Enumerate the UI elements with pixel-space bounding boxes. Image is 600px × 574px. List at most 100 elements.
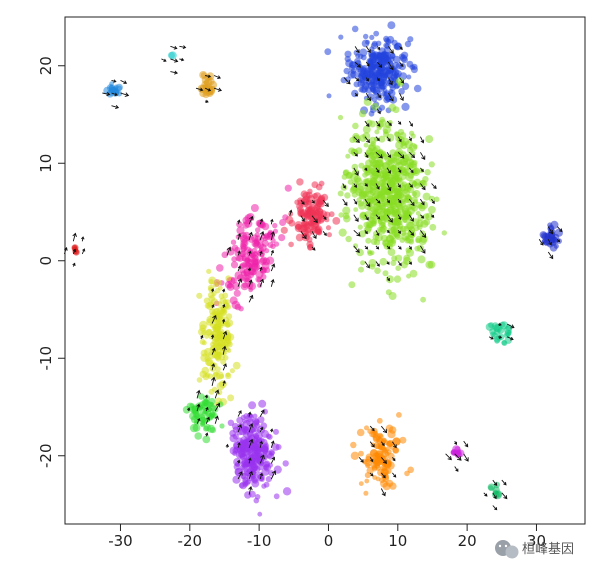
velocity-arrow: [408, 120, 413, 127]
cell-point: [400, 214, 407, 221]
velocity-arrow: [354, 92, 358, 97]
cell-point: [362, 125, 371, 134]
velocity-arrow: [214, 389, 220, 399]
cell-point: [244, 277, 251, 284]
cell-point: [550, 220, 559, 229]
cell-point: [390, 181, 397, 187]
velocity-arrow: [506, 323, 515, 329]
cell-point: [422, 192, 431, 201]
cell-point: [326, 93, 332, 99]
velocity-arrow: [492, 479, 498, 486]
cell-point: [396, 412, 402, 418]
cell-point: [395, 234, 401, 241]
velocity-arrow: [205, 416, 210, 424]
velocity-arrow: [120, 92, 130, 97]
cluster-magenta: [213, 184, 292, 312]
cluster-orange: [350, 412, 415, 496]
cell-point: [378, 80, 384, 86]
cell-point: [360, 86, 367, 94]
velocity-arrow: [364, 183, 369, 187]
velocity-arrow: [369, 441, 375, 448]
cell-point: [338, 228, 347, 237]
cell-point: [238, 306, 244, 312]
velocity-arrow: [72, 248, 77, 255]
cell-point: [505, 332, 511, 337]
cell-point: [422, 176, 429, 183]
velocity-arrow: [386, 120, 392, 127]
cell-point: [364, 478, 370, 484]
cell-point: [307, 243, 314, 250]
cell-point: [209, 427, 216, 434]
cell-point: [236, 428, 244, 436]
velocity-arrow: [369, 472, 374, 477]
cell-point: [412, 189, 421, 198]
cell-point: [411, 168, 420, 177]
cell-point: [357, 224, 363, 230]
cell-point: [343, 67, 350, 75]
cell-point: [377, 219, 383, 225]
cell-point: [215, 366, 221, 372]
velocity-arrow: [375, 230, 380, 237]
cell-point: [389, 482, 397, 490]
velocity-arrow: [420, 230, 427, 238]
cell-point: [192, 424, 201, 432]
cell-point: [242, 418, 247, 424]
velocity-arrow: [364, 167, 368, 171]
velocity-arrow: [397, 167, 402, 174]
cell-point: [297, 197, 304, 204]
velocity-arrow: [204, 87, 212, 92]
velocity-arrow: [353, 167, 359, 176]
velocity-arrow: [353, 245, 360, 254]
cell-point: [213, 371, 219, 377]
velocity-arrow: [397, 245, 402, 250]
velocity-arrow: [342, 198, 348, 206]
velocity-arrow: [211, 304, 215, 309]
cell-point: [349, 136, 356, 143]
cell-point: [391, 39, 398, 46]
velocity-arrow: [408, 198, 415, 207]
velocity-arrow: [311, 231, 317, 240]
cell-point: [217, 401, 224, 408]
velocity-arrow: [248, 457, 252, 464]
cell-point: [401, 56, 408, 64]
velocity-arrow: [375, 136, 380, 142]
velocity-arrow: [375, 183, 380, 190]
cell-point: [406, 273, 412, 279]
velocity-arrow: [237, 410, 242, 417]
velocity-arrow: [226, 246, 232, 256]
velocity-arrow: [248, 294, 254, 303]
velocity-arrow: [408, 183, 413, 188]
cell-point: [240, 238, 249, 248]
velocity-arrow: [388, 46, 394, 54]
cell-point: [257, 220, 265, 229]
cell-point: [374, 267, 381, 275]
cell-point: [247, 235, 255, 243]
velocity-arrow: [376, 46, 381, 51]
velocity-arrow: [311, 215, 318, 224]
cell-point: [250, 204, 259, 212]
cell-point: [450, 449, 457, 455]
cell-point: [310, 225, 318, 233]
cell-point: [311, 181, 319, 189]
cell-point: [196, 377, 203, 383]
cell-point: [401, 160, 408, 167]
cell-point: [368, 152, 374, 158]
cell-point: [363, 142, 369, 148]
cell-point: [267, 242, 274, 248]
cell-point: [202, 83, 208, 89]
cell-point: [337, 114, 344, 121]
velocity-arrow: [399, 61, 404, 68]
cell-point: [282, 214, 289, 221]
cell-point: [219, 373, 225, 379]
velocity-arrow: [259, 426, 264, 433]
cell-point: [350, 451, 360, 460]
cell-point: [382, 482, 391, 491]
y-tick-label: 10: [37, 154, 55, 173]
cell-point: [230, 261, 239, 269]
velocity-arrow: [205, 406, 209, 412]
cell-point: [227, 419, 235, 426]
cell-point: [489, 328, 496, 335]
cell-point: [231, 244, 239, 252]
velocity-arrow: [375, 245, 380, 250]
velocity-arrow: [419, 136, 425, 144]
